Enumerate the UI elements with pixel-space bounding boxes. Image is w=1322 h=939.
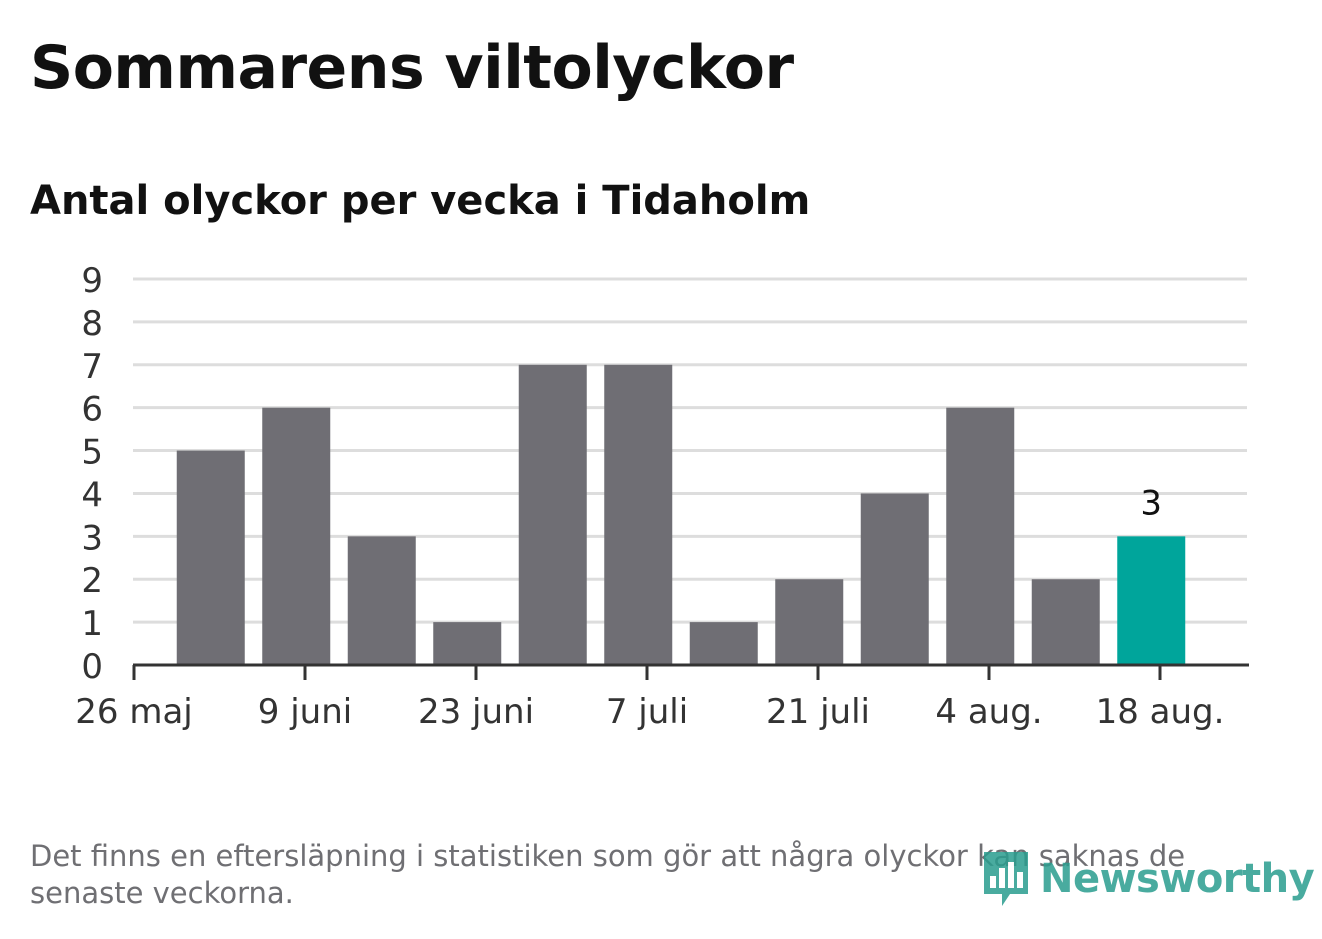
x-tick-label: 23 juni: [418, 692, 534, 732]
bar: [433, 622, 502, 665]
bar-highlight: [1117, 536, 1186, 665]
bar: [262, 407, 331, 665]
x-tick-label: 7 juli: [606, 692, 688, 732]
bar: [176, 450, 245, 665]
y-tick-label: 2: [81, 561, 103, 601]
bar: [860, 493, 929, 665]
chart-title: Sommarens viltolyckor: [30, 33, 794, 103]
x-tick-label: 26 maj: [75, 692, 192, 732]
x-tick-label: 4 aug.: [935, 692, 1042, 732]
x-tick-label: 18 aug.: [1096, 692, 1225, 732]
x-tick-label: 9 juni: [258, 692, 352, 732]
logo-text: Newsworthy: [1040, 856, 1315, 902]
y-tick-label: 7: [81, 347, 103, 387]
data-label: 3: [1140, 483, 1162, 523]
bar: [946, 407, 1015, 665]
y-tick-label: 5: [81, 433, 103, 473]
chart-subtitle: Antal olyckor per vecka i Tidaholm: [30, 178, 811, 224]
newsworthy-logo: Newsworthy: [980, 848, 1315, 910]
bar: [518, 364, 587, 665]
y-tick-label: 3: [81, 518, 103, 558]
y-tick-label: 1: [81, 604, 103, 644]
y-tick-label: 8: [81, 304, 103, 344]
y-tick-label: 0: [81, 647, 103, 687]
data-labels: 3: [1140, 483, 1162, 523]
bar: [1031, 579, 1100, 665]
bar: [689, 622, 758, 665]
y-tick-label: 4: [81, 475, 103, 515]
y-tick-label: 6: [81, 390, 103, 430]
x-tick-label: 21 juli: [766, 692, 870, 732]
bar-chart-speech-bubble-icon: [984, 852, 1028, 906]
bar: [604, 364, 673, 665]
y-tick-label: 9: [81, 261, 103, 301]
bars: [176, 364, 1186, 665]
x-axis-ticks: 26 maj 9 juni 23 juni 7 juli 21 juli 4 aug. 18…: [75, 665, 1224, 732]
bar: [347, 536, 416, 665]
bar: [775, 579, 844, 665]
